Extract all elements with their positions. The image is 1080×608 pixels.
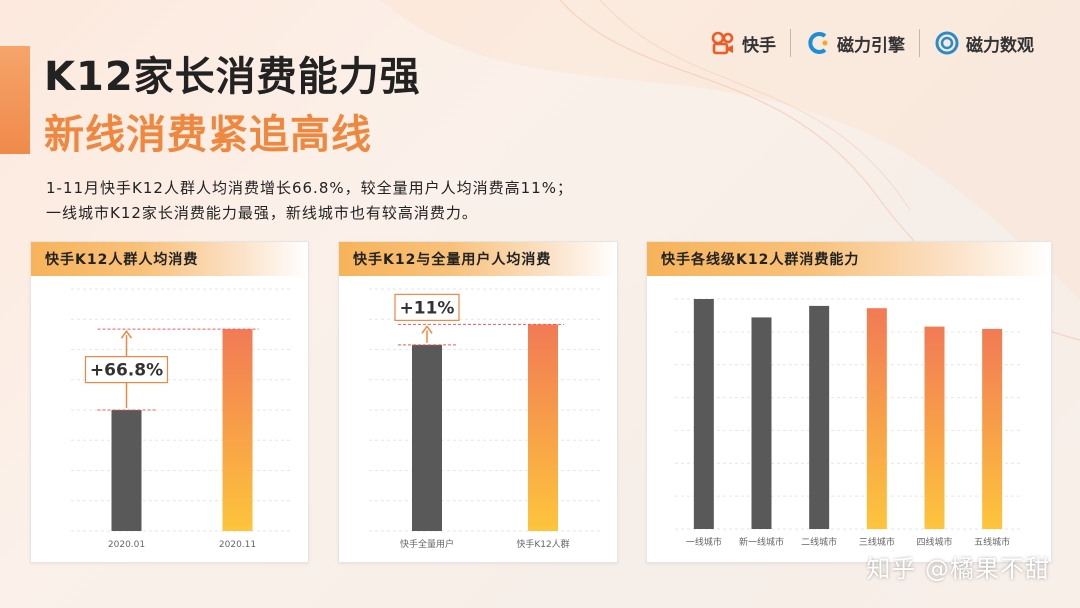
watermark: 知乎 @橘果不甜 — [866, 555, 1050, 583]
chart-panel-growth: 快手K12人群人均消费 2020.01 2020.11 +66.8% — [30, 241, 309, 563]
chart-growth: 2020.01 2020.11 +66.8% — [71, 288, 293, 550]
chart-comparison: 快手全量用户 快手K12人群 +11% — [369, 288, 601, 550]
logo-divider — [790, 29, 791, 57]
chart-city-tier: 一线城市 新一线城市 二线城市 三线城市 四线城市 五线城市 — [675, 298, 1021, 548]
x-tick-label: 新一线城市 — [739, 536, 784, 548]
subtitle-line-1: 1-11月快手K12人群人均消费增长66.8%，较全量用户人均消费高11%； — [46, 179, 573, 197]
growth-label-box — [84, 355, 169, 384]
chart-title: 快手K12人群人均消费 — [31, 242, 308, 276]
x-tick-label: 四线城市 — [916, 536, 952, 548]
x-tick-label: 快手全量用户 — [400, 538, 454, 550]
x-tick-label: 2020.11 — [219, 540, 256, 550]
page-title: K12家长消费能力强 — [44, 54, 421, 100]
x-tick-label: 快手K12人群 — [516, 538, 569, 550]
kuaishou-label: 快手 — [742, 35, 776, 56]
bar-2 — [751, 317, 772, 529]
x-tick-label: 一线城市 — [686, 536, 722, 548]
chart-title: 快手K12与全量用户人均消费 — [339, 242, 617, 276]
growth-label-box — [394, 293, 460, 321]
kuaishou-icon — [711, 31, 734, 55]
bar-4 — [866, 308, 887, 529]
title-accent-bar — [0, 46, 30, 154]
logo-divider — [919, 29, 920, 57]
bar-3 — [809, 305, 830, 529]
bar-1 — [693, 299, 714, 529]
subtitle-line-2: 一线城市K12家长消费能力最强，新线城市也有较高消费力。 — [46, 204, 478, 222]
page-title-highlight: 新线消费紧追高线 — [44, 112, 372, 158]
x-tick-label: 二线城市 — [801, 536, 837, 548]
bar-5 — [924, 326, 945, 529]
brand-logos: 快手 磁力引擎 磁力数观 — [710, 26, 1034, 60]
x-tick-label: 五线城市 — [974, 536, 1010, 548]
bar-2 — [222, 329, 253, 531]
growth-arrow-head — [120, 329, 133, 339]
cili-data-logo: 磁力数观 — [934, 30, 1034, 56]
bar-2 — [528, 324, 558, 531]
chart-panel-comparison: 快手K12与全量用户人均消费 快手全量用户 快手K12人群 +11% — [338, 241, 618, 563]
growth-label: +11% — [400, 298, 455, 318]
bar-1 — [111, 410, 142, 531]
cili-engine-label: 磁力引擎 — [837, 35, 905, 56]
chart-title: 快手各线级K12人群消费能力 — [647, 242, 1051, 276]
x-tick-label: 三线城市 — [859, 536, 895, 548]
growth-arrow-head — [421, 325, 433, 334]
growth-label: +66.8% — [90, 361, 163, 381]
x-tick-label: 2020.01 — [108, 540, 145, 550]
bar-6 — [982, 328, 1003, 529]
cili-engine-icon — [808, 32, 828, 54]
page-subtitle: 1-11月快手K12人群人均消费增长66.8%，较全量用户人均消费高11%； 一… — [46, 176, 573, 226]
kuaishou-logo: 快手 — [710, 30, 776, 56]
cili-data-label: 磁力数观 — [966, 35, 1034, 56]
chart-panel-city-tier: 快手各线级K12人群消费能力 一线城市 新一线城市 二线城市 三线城市 四线城市 五线城市 — [646, 241, 1052, 563]
cili-data-icon — [935, 31, 959, 55]
bar-1 — [412, 344, 442, 531]
cili-engine-logo: 磁力引擎 — [805, 30, 905, 56]
